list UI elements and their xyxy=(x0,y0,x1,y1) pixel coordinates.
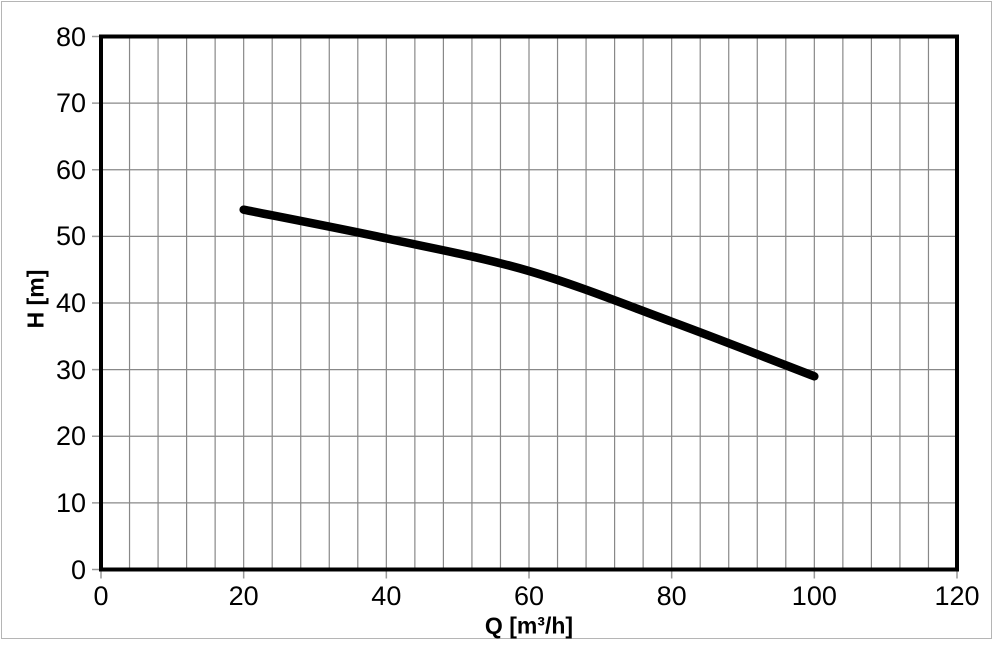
pump-curve xyxy=(239,205,819,381)
x-tick-label: 80 xyxy=(656,581,687,611)
x-tick-label: 0 xyxy=(93,581,109,611)
y-tick-label: 0 xyxy=(70,554,86,585)
x-axis-title: Q [m³/h] xyxy=(484,612,574,639)
x-tick-label: 120 xyxy=(934,581,980,611)
y-tick-label: 70 xyxy=(55,88,86,119)
y-tick-label: 40 xyxy=(55,288,86,318)
y-tick-label: 80 xyxy=(55,21,86,52)
y-axis-title: H [m] xyxy=(22,269,49,329)
y-tick-label: 30 xyxy=(55,354,86,385)
x-tick-label: 20 xyxy=(228,581,259,611)
image-border-frame xyxy=(1,1,992,639)
y-tick-label: 60 xyxy=(55,154,86,185)
y-tick-label: 20 xyxy=(55,421,86,452)
y-tick-label: 10 xyxy=(55,487,86,518)
x-tick-label: 60 xyxy=(513,581,545,611)
plot-border xyxy=(99,34,959,572)
y-tick-label: 50 xyxy=(55,221,86,252)
x-tick-label: 100 xyxy=(791,581,837,611)
x-tick-label: 40 xyxy=(371,581,402,611)
